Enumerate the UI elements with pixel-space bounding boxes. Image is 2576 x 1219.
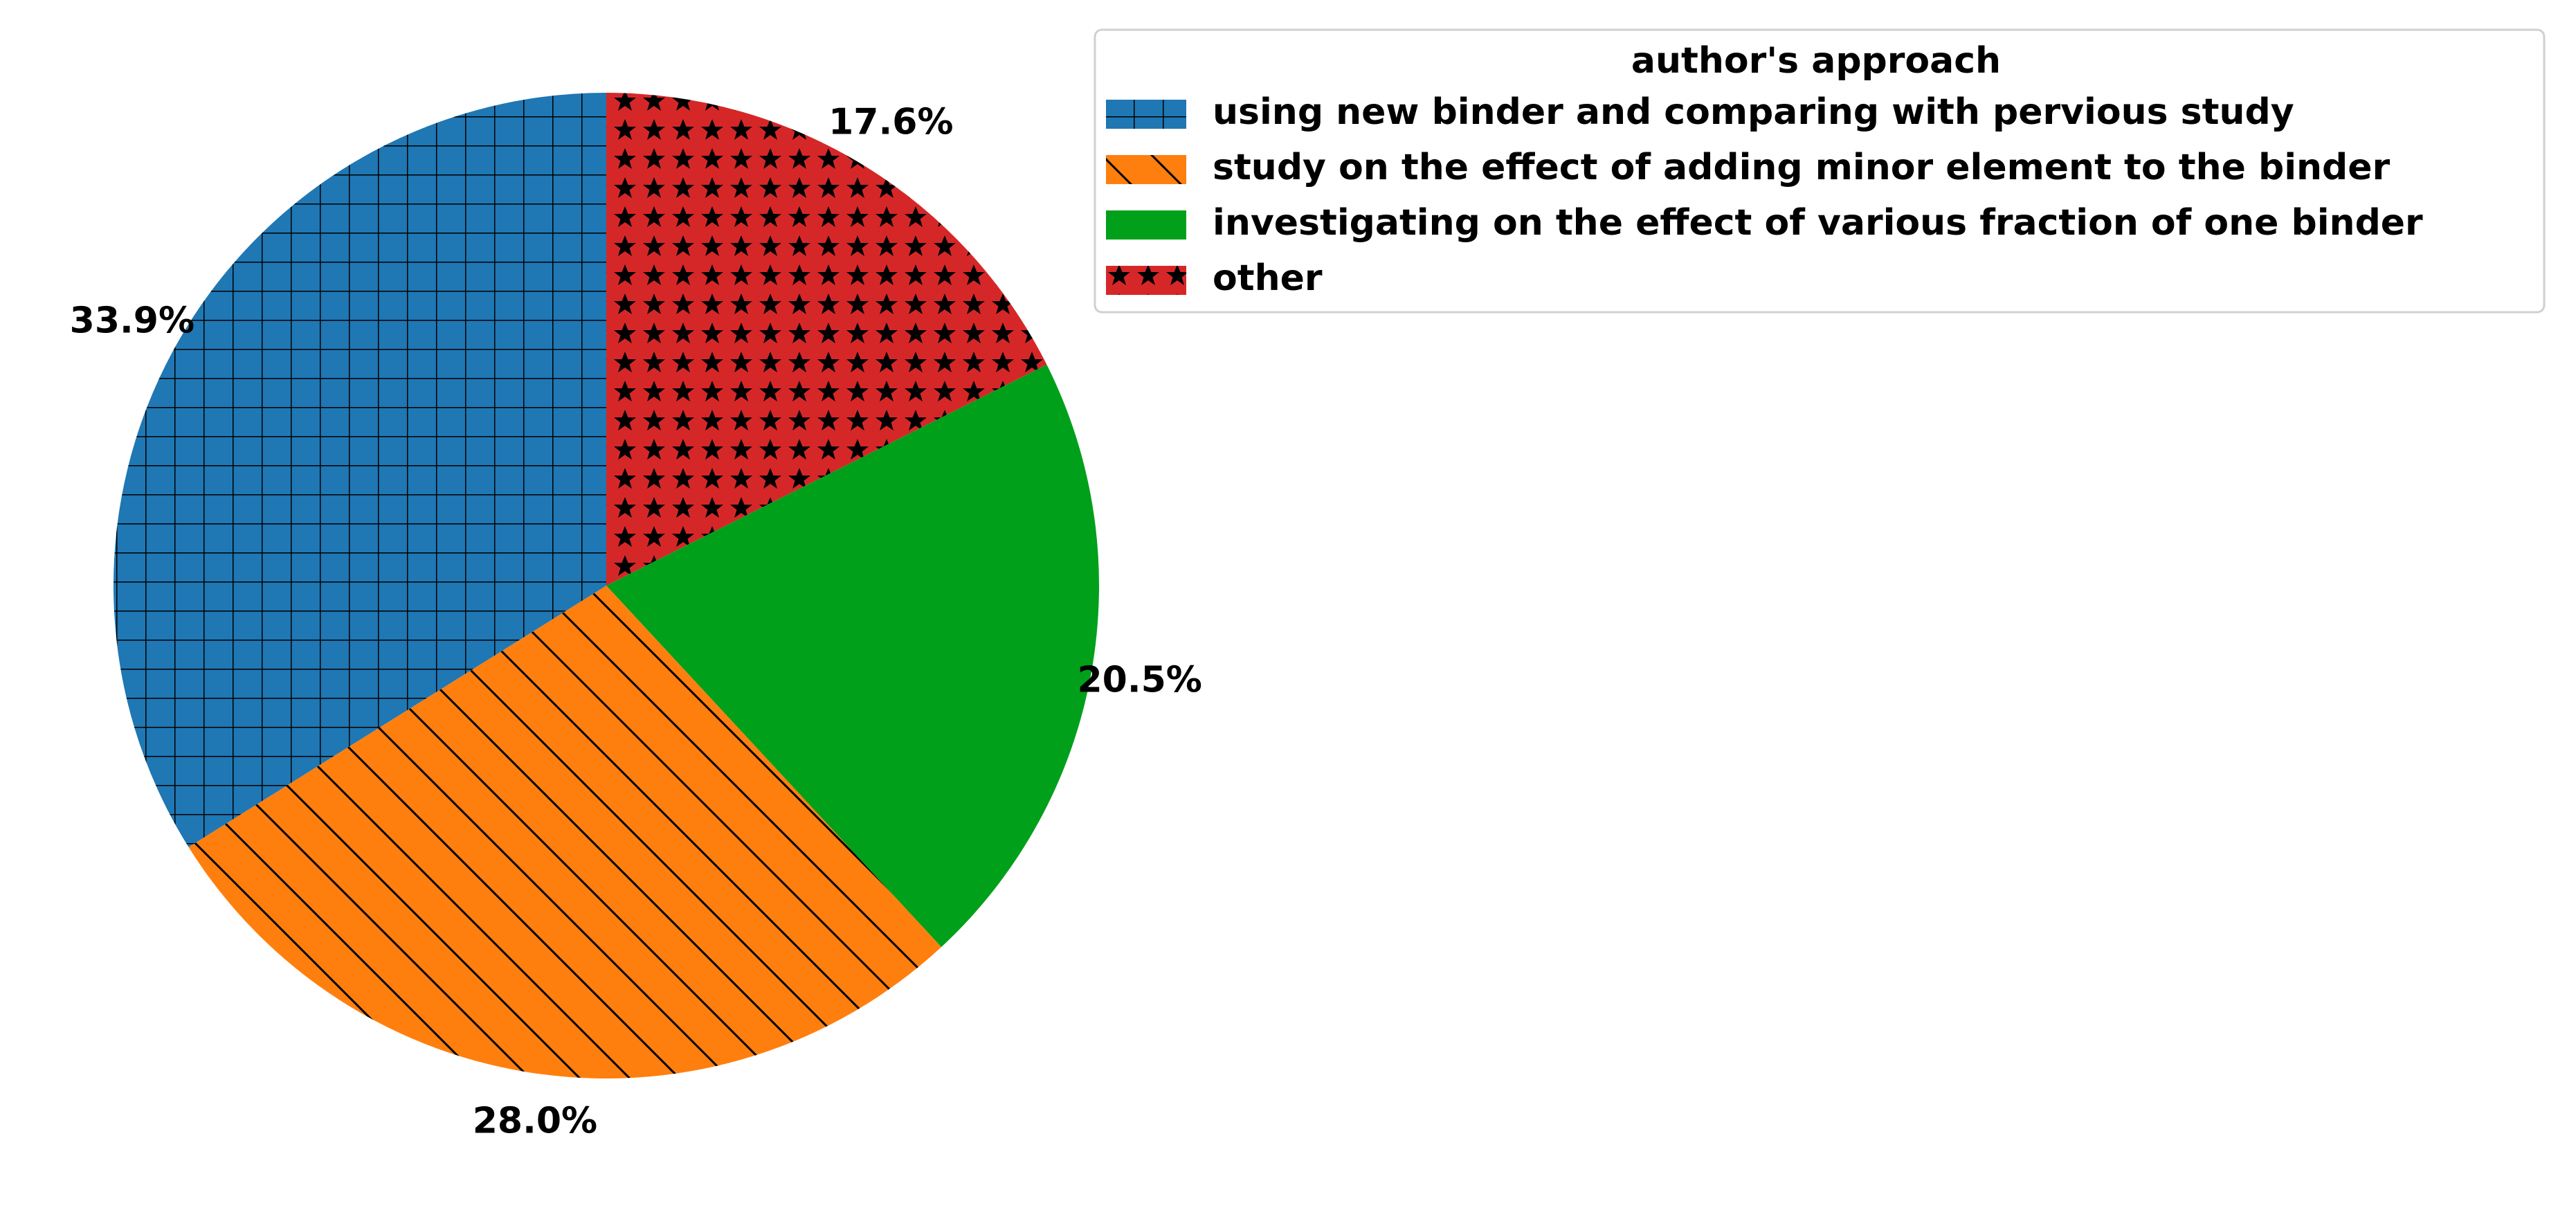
- pie-slice-other: [606, 93, 1047, 586]
- legend-frame: [1094, 28, 2546, 314]
- pct-label-1: 20.5%: [1077, 659, 1201, 701]
- pie-slices: [113, 93, 1099, 1078]
- pct-label-2: 28.0%: [473, 1100, 597, 1141]
- legend-items: using new binder and comparing with perv…: [1106, 91, 2423, 299]
- legend-swatch-0: [1106, 266, 1186, 295]
- legend-title: author's approach: [1631, 40, 2001, 82]
- pie-slice-using-new-binder-and-comparing-with-pervious-study: [113, 93, 607, 847]
- legend-label-0: other: [1213, 258, 1323, 299]
- pie-slice-investigating-on-the-effect-of-various-fraction-of-one-binder: [606, 364, 1099, 948]
- legend-label-3: using new binder and comparing with perv…: [1213, 91, 2294, 133]
- pct-label-0: 17.6%: [828, 102, 953, 143]
- legend-swatch-3: [1106, 100, 1186, 129]
- pie-slice-study-on-the-effect-of-adding-minor-element-to-the-binder: [188, 586, 942, 1078]
- legend: author's approach using new binder and c…: [1094, 28, 2546, 314]
- legend-label-1: investigating on the effect of various f…: [1213, 202, 2423, 244]
- legend-swatch-2: [1106, 155, 1186, 184]
- legend-label-2: study on the effect of adding minor elem…: [1213, 147, 2391, 188]
- pct-label-3: 33.9%: [70, 300, 194, 342]
- percentage-labels: 17.6% 20.5% 28.0% 33.9%: [70, 102, 1202, 1142]
- legend-swatch-1: [1106, 210, 1186, 240]
